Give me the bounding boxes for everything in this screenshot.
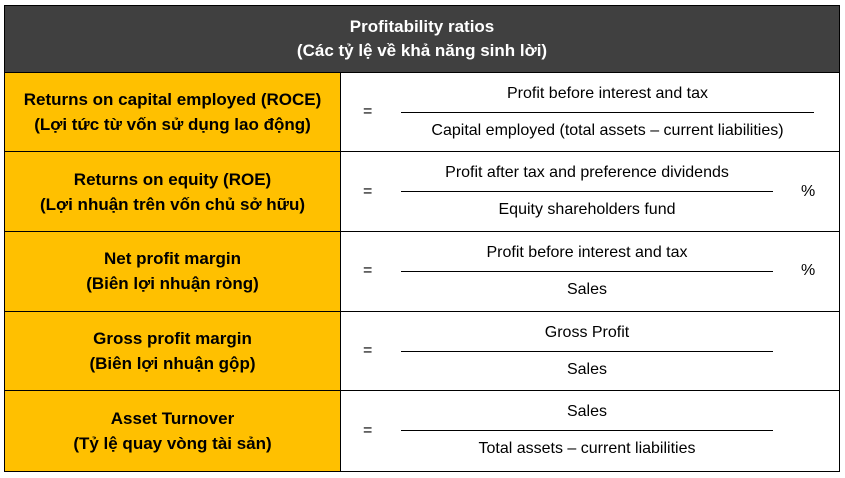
ratio-name-cell: Returns on equity (ROE) (Lợi nhuận trên … — [5, 152, 341, 232]
ratio-name: Asset Turnover — [110, 409, 235, 429]
formula-cell: = Profit before interest and tax Capital… — [341, 73, 839, 152]
formula-denominator: Equity shareholders fund — [498, 201, 676, 219]
ratio-name: Gross profit margin — [93, 329, 252, 349]
formula-numerator: Profit before interest and tax — [507, 84, 708, 102]
fraction-bar — [401, 191, 773, 193]
percent-suffix: % — [801, 262, 816, 280]
ratio-name: Net profit margin — [104, 249, 241, 269]
formula-numerator: Gross Profit — [544, 323, 630, 341]
ratio-name-cell: Asset Turnover (Tỷ lệ quay vòng tài sản) — [5, 391, 341, 471]
ratio-name-vietnamese: (Biên lợi nhuận ròng) — [86, 274, 259, 294]
table-row-asset-turnover: Asset Turnover (Tỷ lệ quay vòng tài sản)… — [5, 391, 839, 471]
formula-denominator: Sales — [566, 360, 608, 378]
fraction-bar — [401, 111, 814, 113]
formula-cell: = Sales Total assets – current liabiliti… — [341, 391, 839, 471]
ratio-name: Returns on equity (ROE) — [73, 169, 272, 189]
ratio-name-cell: Returns on capital employed (ROCE) (Lợi … — [5, 72, 341, 152]
formula-denominator: Capital employed (total assets – current… — [431, 121, 784, 139]
fraction-bar — [401, 271, 773, 273]
formula-numerator: Profit before interest and tax — [486, 244, 688, 262]
table-header: Profitability ratios (Các tỷ lệ về khả n… — [5, 6, 839, 73]
ratio-name-vietnamese: (Lợi nhuận trên vốn chủ sở hữu) — [39, 194, 306, 214]
formula-denominator: Sales — [566, 281, 608, 299]
equals-sign: = — [363, 342, 373, 360]
table-row-roe: Returns on equity (ROE) (Lợi nhuận trên … — [5, 152, 839, 233]
percent-suffix: % — [801, 182, 816, 200]
fraction-bar — [401, 430, 773, 432]
fraction-bar — [401, 350, 773, 352]
table-subtitle: (Các tỷ lệ về khả năng sinh lời) — [296, 40, 548, 60]
equals-sign: = — [363, 182, 373, 200]
ratio-name-cell: Gross profit margin (Biên lợi nhuận gộp) — [5, 311, 341, 391]
equals-sign: = — [363, 422, 373, 440]
formula-cell: = Profit after tax and preference divide… — [341, 152, 839, 231]
table-title: Profitability ratios — [349, 16, 495, 36]
ratio-name-vietnamese: (Lợi tức từ vốn sử dụng lao động) — [34, 115, 311, 135]
ratio-name-vietnamese: (Tỷ lệ quay vòng tài sản) — [73, 434, 272, 454]
formula-cell: = Profit before interest and tax Sales % — [341, 232, 839, 311]
ratio-name-vietnamese: (Biên lợi nhuận gộp) — [89, 354, 256, 374]
equals-sign: = — [363, 103, 373, 121]
formula-numerator: Profit after tax and preference dividend… — [445, 164, 729, 182]
formula-cell: = Gross Profit Sales — [341, 312, 839, 391]
ratio-name-cell: Net profit margin (Biên lợi nhuận ròng) — [5, 232, 341, 311]
formula-numerator: Sales — [566, 403, 608, 421]
formula-denominator: Total assets – current liabilities — [478, 440, 696, 458]
ratio-name: Returns on capital employed (ROCE) — [23, 90, 322, 110]
equals-sign: = — [363, 262, 373, 280]
table-row-gross-profit-margin: Gross profit margin (Biên lợi nhuận gộp)… — [5, 311, 839, 392]
table-row-net-profit-margin: Net profit margin (Biên lợi nhuận ròng) … — [5, 232, 839, 312]
profitability-ratios-table: Profitability ratios (Các tỷ lệ về khả n… — [4, 5, 840, 472]
table-row-roce: Returns on capital employed (ROCE) (Lợi … — [5, 72, 839, 153]
